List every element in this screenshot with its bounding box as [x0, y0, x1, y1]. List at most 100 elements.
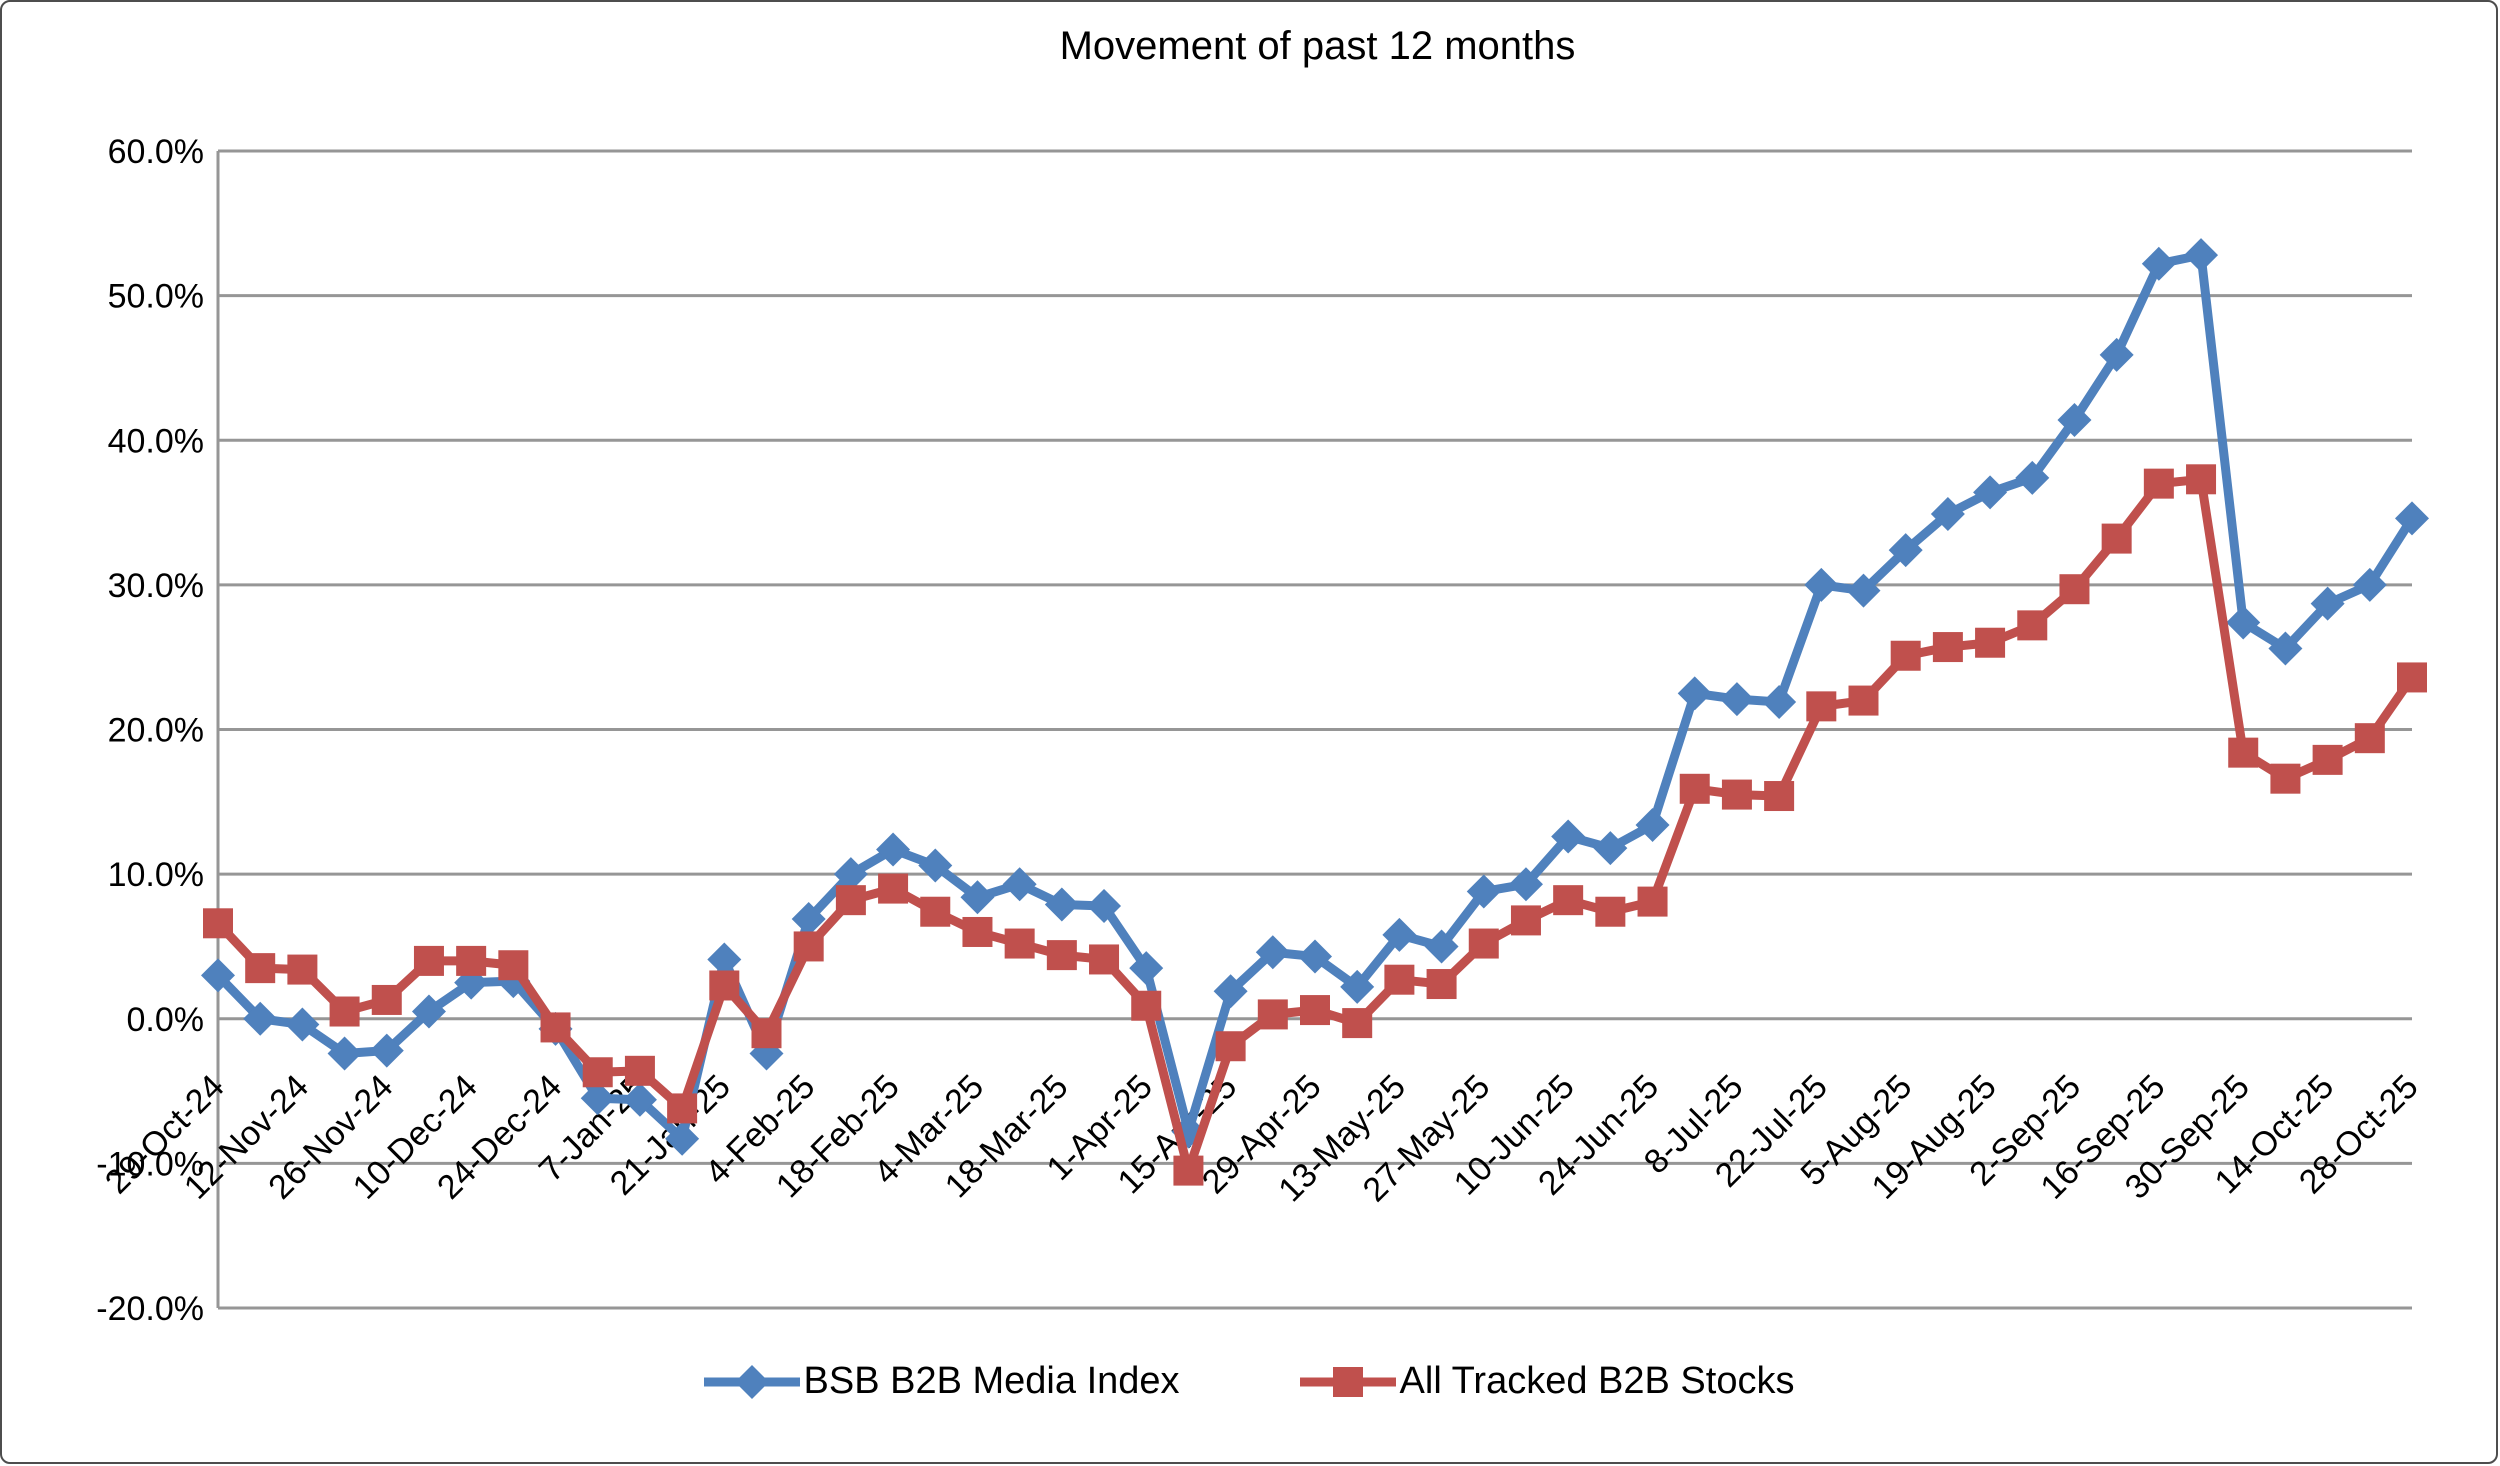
legend: BSB B2B Media Index All Tracked B2B Stoc… — [2, 1360, 2496, 1403]
data-point-square — [709, 970, 740, 1001]
data-point-square — [1257, 999, 1288, 1030]
data-point-square — [1721, 779, 1752, 810]
data-point-diamond — [2099, 337, 2134, 372]
data-point-square — [1215, 1031, 1246, 1062]
data-point-diamond — [2184, 238, 2219, 273]
data-point-diamond — [1508, 867, 1543, 902]
data-point-square — [2228, 737, 2259, 768]
data-point-square — [413, 945, 444, 976]
data-point-diamond — [1129, 951, 1164, 986]
data-point-square — [540, 1012, 571, 1043]
data-point-diamond — [876, 832, 911, 867]
y-axis-tick-label: -10.0% — [96, 1145, 204, 1183]
data-point-diamond — [1466, 874, 1501, 909]
data-point-square — [2101, 523, 2132, 554]
data-point-diamond — [1424, 929, 1459, 964]
data-point-diamond — [1762, 685, 1797, 720]
data-point-diamond — [1973, 475, 2008, 510]
data-point-square — [203, 908, 233, 939]
data-point-square — [2059, 574, 2090, 605]
data-point-square — [1890, 640, 1921, 671]
data-point-diamond — [1719, 682, 1754, 717]
data-point-square — [1004, 928, 1035, 959]
data-point-square — [2354, 723, 2385, 754]
y-axis-tick-label: 20.0% — [108, 712, 204, 750]
data-point-square — [245, 953, 276, 984]
data-point-square — [1806, 691, 1837, 722]
data-point-diamond — [1888, 533, 1923, 568]
data-point-square — [1510, 905, 1541, 936]
data-point-square — [1975, 627, 2006, 658]
data-point-diamond — [1298, 939, 1332, 974]
data-point-diamond — [1255, 935, 1290, 970]
data-point-square — [1426, 969, 1457, 1000]
data-point-diamond — [1804, 567, 1839, 602]
data-point-diamond — [411, 994, 446, 1029]
y-axis-tick-label: 40.0% — [108, 422, 204, 460]
data-point-square — [1848, 685, 1879, 716]
data-point-diamond — [1593, 831, 1628, 866]
data-point-square — [1342, 1008, 1373, 1039]
legend-label: All Tracked B2B Stocks — [1399, 1360, 1795, 1402]
legend-item-all-tracked-b2b-stocks: All Tracked B2B Stocks — [1299, 1360, 1795, 1403]
data-point-square — [2143, 468, 2174, 499]
data-point-diamond — [2226, 605, 2261, 640]
data-point-diamond — [707, 942, 742, 977]
data-point-diamond — [327, 1036, 362, 1071]
data-point-square — [751, 1018, 782, 1049]
data-point-square — [1679, 773, 1710, 804]
data-point-square — [1595, 896, 1626, 927]
data-point-square — [456, 945, 487, 976]
data-point-square — [1637, 886, 1668, 917]
data-point-diamond — [2352, 567, 2387, 602]
data-point-diamond — [369, 1033, 404, 1068]
data-point-diamond — [791, 901, 826, 936]
data-point-diamond — [1635, 807, 1670, 842]
data-point-square — [624, 1055, 655, 1086]
data-point-diamond — [1340, 969, 1375, 1004]
y-axis-tick-label: 60.0% — [108, 133, 204, 171]
data-point-square — [1173, 1155, 1204, 1186]
y-axis-tick-label: -20.0% — [96, 1290, 204, 1328]
data-point-square — [920, 896, 951, 927]
data-point-square — [2270, 763, 2301, 794]
data-point-square — [1932, 632, 1963, 663]
data-point-diamond — [1213, 974, 1248, 1009]
legend-marker-diamond-icon — [703, 1364, 800, 1399]
data-point-diamond — [2141, 246, 2176, 281]
data-point-diamond — [580, 1081, 615, 1116]
y-axis-tick-label: 10.0% — [108, 856, 204, 894]
legend-item-bsb-b2b-media-index: BSB B2B Media Index — [703, 1360, 1180, 1403]
data-point-diamond — [918, 848, 953, 883]
data-point-diamond — [1930, 497, 1965, 532]
data-point-square — [1764, 781, 1795, 812]
data-point-square — [2186, 464, 2217, 495]
data-point-diamond — [1002, 867, 1037, 902]
data-point-square — [329, 996, 360, 1027]
data-point-square — [2017, 610, 2048, 641]
data-point-diamond — [1677, 676, 1712, 711]
data-point-square — [498, 950, 529, 981]
data-point-square — [2397, 662, 2427, 693]
y-axis-tick-label: 50.0% — [108, 278, 204, 316]
data-point-square — [2312, 744, 2343, 775]
data-point-diamond — [2015, 460, 2050, 495]
data-point-diamond — [833, 857, 868, 892]
data-point-diamond — [960, 880, 995, 915]
data-point-square — [1553, 885, 1584, 916]
data-point-diamond — [285, 1007, 320, 1042]
data-point-square — [1089, 944, 1120, 975]
data-point-square — [582, 1057, 613, 1088]
data-point-square — [287, 954, 318, 985]
data-point-square — [1300, 995, 1330, 1026]
data-point-square — [667, 1093, 698, 1124]
data-point-diamond — [1087, 888, 1122, 923]
data-point-square — [1468, 928, 1499, 959]
data-point-square — [793, 931, 824, 962]
data-point-diamond — [665, 1121, 700, 1156]
data-point-square — [1046, 940, 1077, 971]
data-point-square — [962, 916, 993, 947]
data-point-diamond — [201, 958, 235, 993]
